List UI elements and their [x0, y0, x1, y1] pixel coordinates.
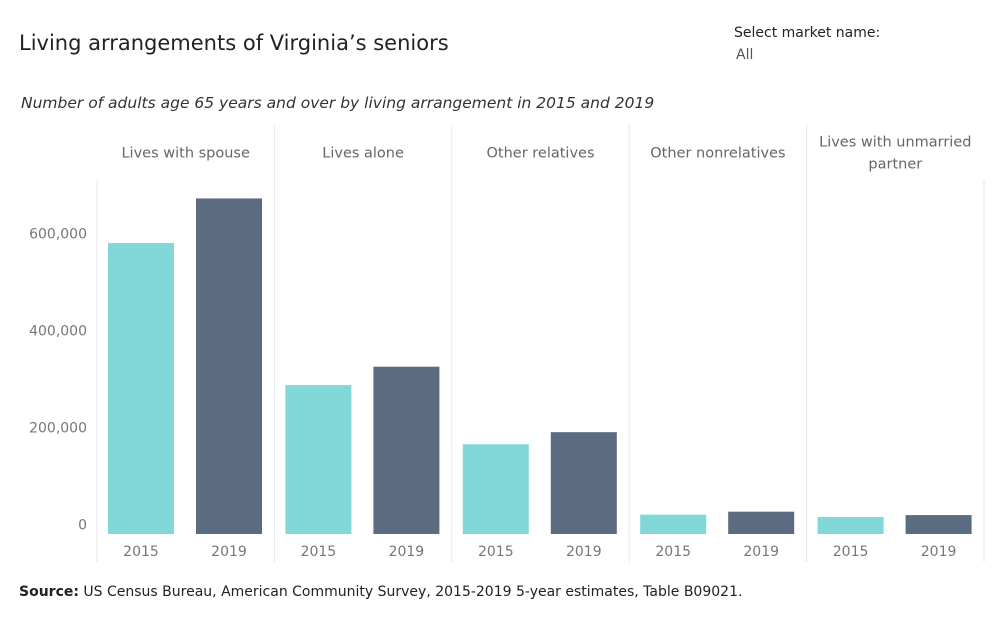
y-tick-label: 200,000	[29, 420, 87, 436]
x-tick-label: 2015	[655, 544, 691, 560]
x-tick-label: 2015	[478, 544, 514, 560]
bar-2015	[108, 243, 174, 535]
y-tick-label: 0	[78, 517, 87, 533]
x-tick-label: 2019	[211, 544, 247, 560]
market-filter-dropdown[interactable]: All	[736, 47, 754, 63]
bar-2019	[728, 511, 795, 534]
x-tick-label: 2015	[123, 544, 159, 560]
bar-2019	[905, 515, 972, 534]
x-tick-label: 2015	[301, 544, 337, 560]
page-title: Living arrangements of Virginia’s senior…	[19, 31, 449, 55]
panel-header-label: Other nonrelatives	[650, 146, 785, 162]
bar-2015	[817, 517, 884, 534]
x-tick-label: 2019	[566, 544, 602, 560]
panel-header-label: Lives with spouse	[121, 146, 250, 162]
bar-2019	[196, 198, 262, 534]
bar-2019	[550, 432, 617, 534]
panel-header-label: Lives with unmarried	[819, 135, 971, 151]
panel-header-label: partner	[868, 157, 922, 173]
bar-2019	[373, 366, 440, 534]
market-filter-label: Select market name:	[734, 25, 881, 41]
y-tick-label: 600,000	[29, 226, 87, 242]
source-text: US Census Bureau, American Community Sur…	[83, 584, 743, 600]
bar-2015	[285, 385, 352, 534]
panel-header-label: Lives alone	[322, 146, 404, 162]
x-tick-label: 2015	[833, 544, 869, 560]
panel-header-label: Other relatives	[486, 146, 594, 162]
y-tick-label: 400,000	[29, 323, 87, 339]
x-tick-label: 2019	[921, 544, 957, 560]
source-note: Source: US Census Bureau, American Commu…	[19, 584, 742, 600]
x-tick-label: 2019	[743, 544, 779, 560]
bar-2015	[640, 514, 707, 534]
source-label: Source:	[19, 584, 79, 600]
chart-subtitle: Number of adults age 65 years and over b…	[21, 94, 655, 112]
x-tick-label: 2019	[389, 544, 425, 560]
bar-2015	[462, 444, 529, 534]
